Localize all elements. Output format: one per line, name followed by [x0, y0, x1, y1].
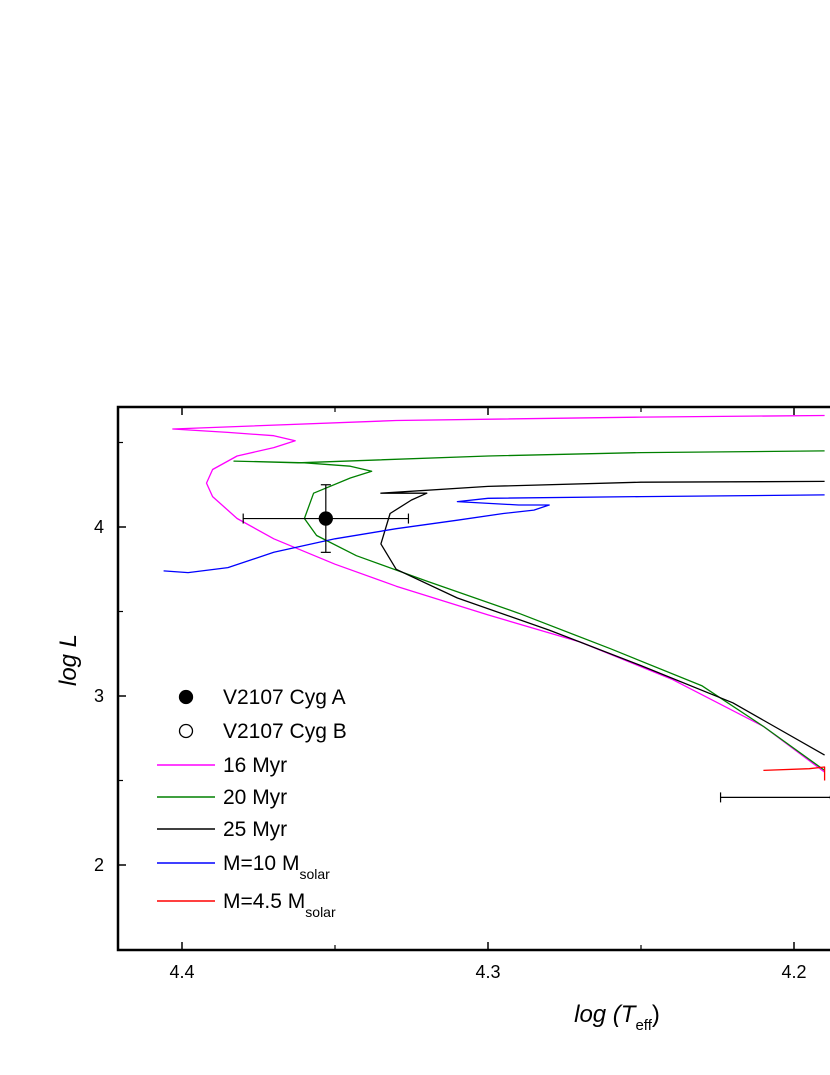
x-axis-title-close: )	[652, 1001, 660, 1028]
legend-label: M=4.5 Msolar	[223, 890, 336, 920]
y-tick-label: 4	[94, 517, 104, 537]
series-line-5	[763, 766, 826, 781]
legend-item-1: V2107 Cyg A	[178, 686, 346, 709]
series-line-1	[172, 414, 825, 773]
ticks-layer: 4.4 4.3 4.2 2 3 4	[94, 407, 807, 982]
x-axis-title: log (Teff)	[574, 1001, 660, 1034]
legend-label: M=10 Msolar	[223, 852, 330, 882]
x-tick-label: 4.4	[169, 962, 194, 982]
legend-item-4: 20 Myr	[157, 786, 287, 809]
y-axis-title: log L	[55, 634, 82, 686]
legend-marker-swatch	[178, 723, 194, 739]
legend-label: 20 Myr	[223, 786, 287, 809]
legend: V2107 Cyg A V2107 Cyg B 16 Myr 20 Myr 25 Myr…	[157, 686, 347, 920]
y-tick-label: 3	[94, 686, 104, 706]
legend-item-5: 25 Myr	[157, 818, 287, 841]
data-points-layer	[242, 484, 830, 803]
legend-item-2: V2107 Cyg B	[178, 720, 347, 743]
legend-label: 16 Myr	[223, 754, 287, 777]
point-marker	[318, 511, 333, 526]
legend-marker-swatch	[178, 689, 194, 705]
plot-frame	[116, 405, 830, 952]
x-axis-title-main: log (T	[574, 1001, 638, 1028]
legend-item-7: M=4.5 Msolar	[157, 890, 336, 920]
series-line-3	[380, 480, 825, 756]
legend-item-3: 16 Myr	[157, 754, 287, 777]
data-point-1	[242, 484, 410, 553]
x-axis-title-sub: eff	[635, 1017, 652, 1034]
legend-item-6: M=10 Msolar	[157, 852, 330, 882]
legend-label: 25 Myr	[223, 818, 287, 841]
series-line-4	[163, 494, 825, 574]
x-tick-label: 4.3	[475, 962, 500, 982]
data-point-2	[719, 792, 830, 803]
legend-label: V2107 Cyg B	[223, 720, 347, 743]
legend-label: V2107 Cyg A	[223, 686, 346, 709]
series-layer	[163, 414, 826, 781]
series-line-2	[233, 450, 825, 771]
y-tick-label: 2	[94, 855, 104, 875]
x-tick-label: 4.2	[781, 962, 806, 982]
